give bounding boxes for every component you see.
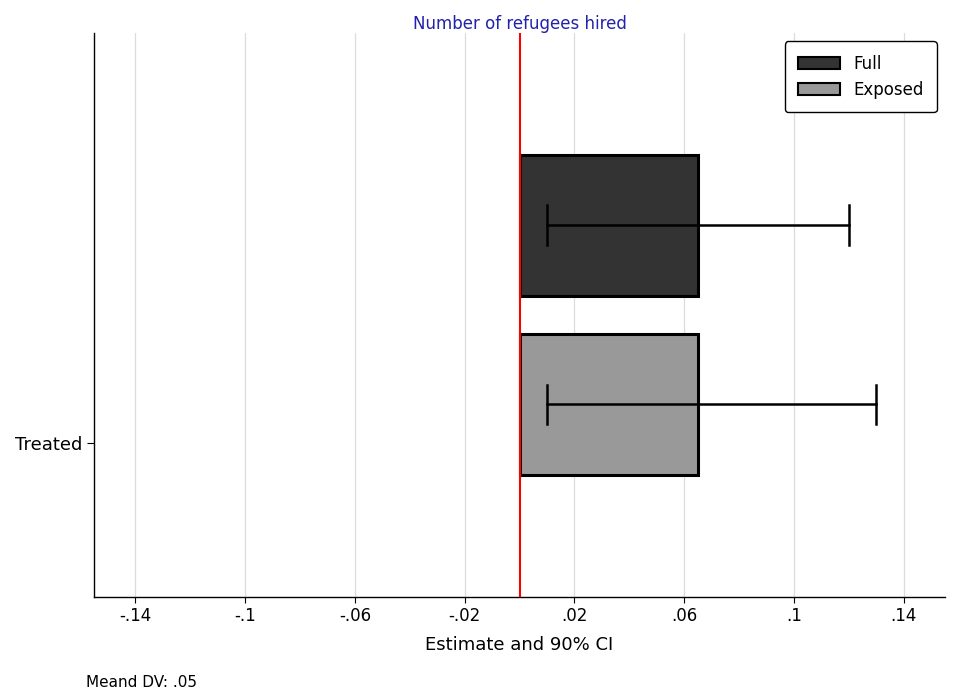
Legend: Full, Exposed: Full, Exposed xyxy=(784,41,937,112)
FancyBboxPatch shape xyxy=(519,155,698,296)
FancyBboxPatch shape xyxy=(519,334,698,475)
X-axis label: Estimate and 90% CI: Estimate and 90% CI xyxy=(425,636,613,654)
Text: Meand DV: .05: Meand DV: .05 xyxy=(86,675,198,690)
Text: Number of refugees hired: Number of refugees hired xyxy=(413,15,627,33)
